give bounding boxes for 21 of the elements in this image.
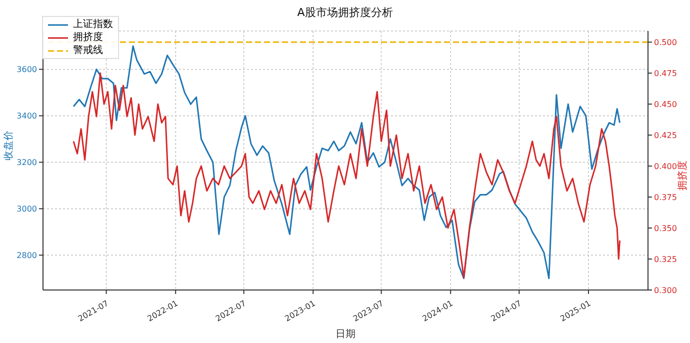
ref-line-label: 警戒线 — [73, 44, 103, 57]
y2-tick-label: 0.375 — [654, 192, 677, 202]
y2-tick-label: 0.300 — [654, 286, 677, 295]
y2-tick-label: 0.425 — [654, 130, 677, 140]
y2-tick-label: 0.500 — [654, 38, 677, 47]
y2-tick-label: 0.325 — [654, 254, 677, 264]
y-tick-label: 3200 — [16, 158, 37, 168]
y2-axis-title: 拥挤度 — [676, 160, 689, 190]
y-tick-label: 2800 — [16, 250, 37, 260]
y2-tick-label: 0.450 — [654, 100, 677, 109]
y2-tick-label: 0.350 — [654, 224, 677, 233]
legend-label: 拥挤度 — [73, 31, 103, 44]
legend-label: 上证指数 — [73, 18, 113, 31]
y2-tick-label: 0.400 — [654, 162, 677, 171]
y2-tick-label: 0.475 — [654, 68, 677, 78]
y-tick-label: 3000 — [16, 204, 37, 214]
chart-title: A股市场拥挤度分析 — [296, 5, 394, 20]
y-axis-title: 收盘价 — [2, 130, 15, 160]
y-tick-label: 3400 — [16, 112, 37, 121]
x-axis-title: 日期 — [336, 328, 356, 340]
y-tick-label: 3600 — [16, 65, 37, 74]
